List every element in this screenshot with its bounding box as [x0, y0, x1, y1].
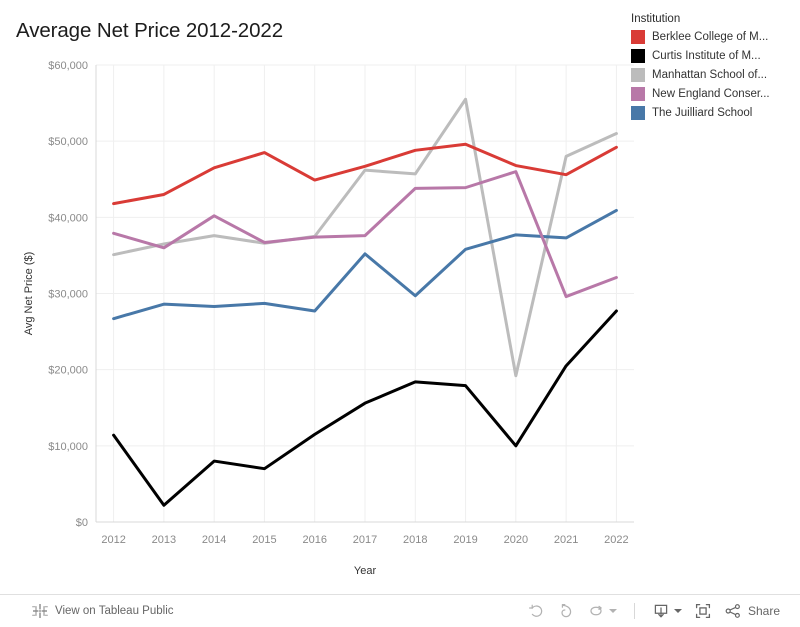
- toolbar-divider: [633, 603, 635, 619]
- revert-icon: [590, 605, 602, 616]
- series-line[interactable]: [112, 170, 618, 299]
- redo-icon: [561, 604, 572, 618]
- revert-button[interactable]: [581, 598, 623, 624]
- x-axis-title: Year: [354, 565, 377, 577]
- redo-button[interactable]: [551, 598, 581, 624]
- tableau-logo-icon: [32, 604, 48, 618]
- y-tick-label: $20,000: [48, 365, 88, 377]
- legend-title: Institution: [631, 13, 681, 25]
- series-line[interactable]: [112, 309, 618, 507]
- x-tick-label: 2017: [353, 534, 377, 546]
- undo-icon: [528, 604, 543, 617]
- share-label: Share: [747, 604, 780, 618]
- legend-item[interactable]: The Juilliard School: [631, 105, 797, 121]
- y-tick-label: $60,000: [48, 60, 88, 72]
- x-tick-label: 2015: [252, 534, 276, 546]
- x-tick-label: 2019: [453, 534, 477, 546]
- share-icon: [725, 604, 740, 618]
- x-tick-label: 2012: [101, 534, 125, 546]
- legend-item-list: Berklee College of M... Curtis Institute …: [631, 29, 797, 121]
- y-tick-label: $50,000: [48, 136, 88, 148]
- legend-item-label: New England Conser...: [652, 88, 770, 100]
- legend-item[interactable]: New England Conser...: [631, 86, 797, 102]
- series-line[interactable]: [112, 97, 618, 378]
- legend-color-swatch: [631, 106, 645, 120]
- legend-item-label: Curtis Institute of M...: [652, 50, 761, 62]
- download-dropdown-caret[interactable]: [673, 609, 682, 613]
- series-line[interactable]: [112, 142, 618, 206]
- page-title: Average Net Price 2012-2022: [16, 19, 284, 42]
- fullscreen-button[interactable]: [688, 598, 718, 624]
- share-button[interactable]: Share: [718, 598, 786, 624]
- y-tick-label: $40,000: [48, 212, 88, 224]
- legend-color-swatch: [631, 49, 645, 63]
- undo-button[interactable]: [521, 598, 551, 624]
- x-tick-label: 2022: [604, 534, 628, 546]
- download-icon: [654, 604, 668, 618]
- legend-item-label: Manhattan School of...: [652, 69, 768, 81]
- x-tick-label: 2014: [202, 534, 226, 546]
- fullscreen-icon: [695, 603, 711, 619]
- y-tick-label: $30,000: [48, 289, 88, 301]
- legend-color-swatch: [631, 87, 645, 101]
- legend: Institution Berklee College of M... Curti…: [631, 13, 797, 124]
- revert-dropdown-caret[interactable]: [608, 609, 617, 613]
- legend-item-label: The Juilliard School: [652, 107, 753, 119]
- legend-item-label: Berklee College of M...: [652, 31, 769, 43]
- legend-color-swatch: [631, 68, 645, 82]
- view-on-tableau-public-link[interactable]: View on Tableau Public: [32, 603, 174, 619]
- legend-item[interactable]: Manhattan School of...: [631, 67, 797, 83]
- line-chart[interactable]: $0 $10,000 $20,000 $30,000 $40,000 $50,000 $60…: [0, 0, 640, 600]
- bottom-toolbar: View on Tableau Public: [0, 594, 800, 627]
- x-tick-label: 2020: [504, 534, 528, 546]
- x-tick-label: 2013: [152, 534, 176, 546]
- y-tick-label: $0: [76, 517, 88, 529]
- chart-area[interactable]: $0 $10,000 $20,000 $30,000 $40,000 $50,000 $60…: [0, 0, 640, 600]
- x-tick-label: 2018: [403, 534, 427, 546]
- toolbar-actions: Share: [521, 598, 786, 624]
- legend-item[interactable]: Curtis Institute of M...: [631, 48, 797, 64]
- download-button[interactable]: [646, 598, 688, 624]
- x-tick-label: 2021: [554, 534, 578, 546]
- legend-color-swatch: [631, 30, 645, 44]
- y-tick-label: $10,000: [48, 441, 88, 453]
- x-tick-label: 2016: [302, 534, 326, 546]
- view-on-tableau-public-label: View on Tableau Public: [55, 605, 174, 617]
- series-line[interactable]: [112, 208, 618, 321]
- y-axis-title: Avg Net Price ($): [23, 252, 35, 336]
- legend-item[interactable]: Berklee College of M...: [631, 29, 797, 45]
